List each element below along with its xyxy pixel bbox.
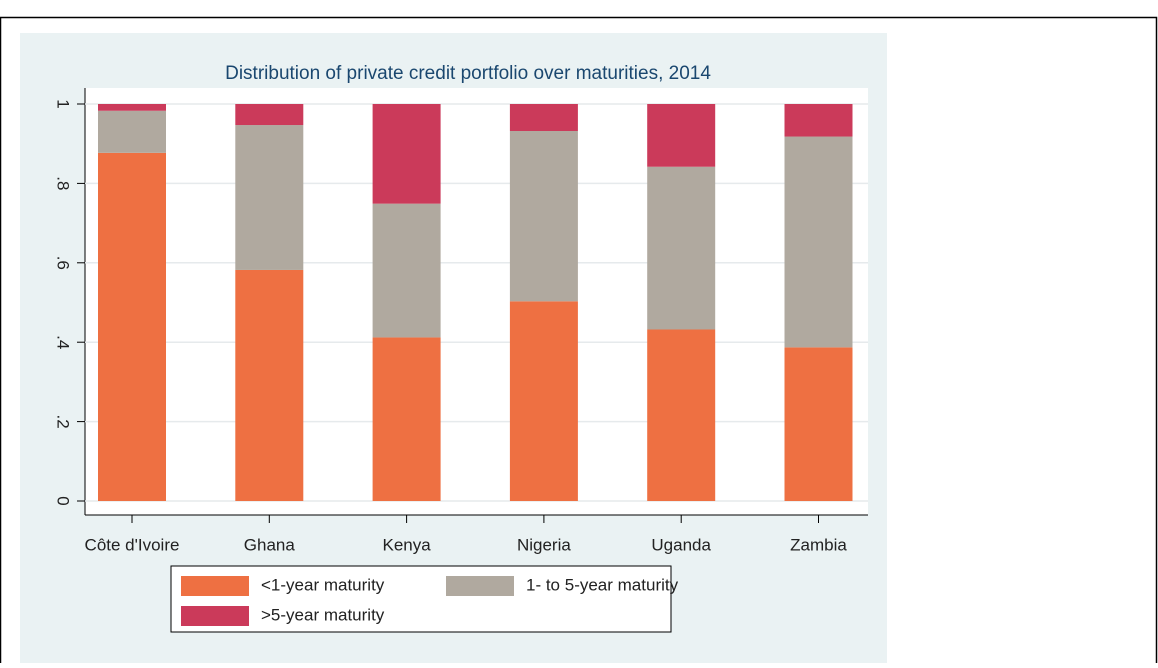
bar-segment [98,152,166,501]
y-tick-label: 1 [54,99,73,108]
bar-segment [372,104,441,204]
x-tick-label: Ghana [244,535,296,554]
legend-label: <1-year maturity [261,575,385,594]
y-tick-label: .8 [54,176,73,190]
legend [170,565,672,633]
y-tick-label: 0 [54,496,73,505]
bar-segment [647,329,716,501]
bar-segment [235,269,304,501]
legend-swatch [446,576,514,596]
y-tick-label: .4 [54,335,73,349]
bar-segment [372,203,441,338]
bar-segment [647,104,716,167]
legend-swatch [181,606,249,626]
y-tick-label: .2 [54,415,73,429]
bar-segment [98,104,166,111]
legend-label: 1- to 5-year maturity [526,575,679,594]
bar-segment [784,136,853,348]
bar-segment [98,110,166,153]
x-tick-label: Uganda [651,535,711,554]
bar-segment [509,130,578,302]
bar-segment [372,337,441,501]
bar-segment [784,104,853,137]
legend-swatch [181,576,249,596]
x-tick-label: Zambia [790,535,847,554]
bar-segment [235,125,304,270]
bar-segment [509,301,578,501]
bar-segment [235,104,304,126]
chart-title: Distribution of private credit portfolio… [225,63,711,84]
bar-segment [784,347,853,501]
x-tick-label: Côte d'Ivoire [85,535,180,554]
y-tick-label: .6 [54,256,73,270]
x-tick-label: Kenya [382,535,431,554]
bar-segment [509,104,578,131]
plot-area [85,88,868,515]
bar-segment [647,166,716,330]
legend-label: >5-year maturity [261,605,385,624]
x-tick-label: Nigeria [517,535,571,554]
